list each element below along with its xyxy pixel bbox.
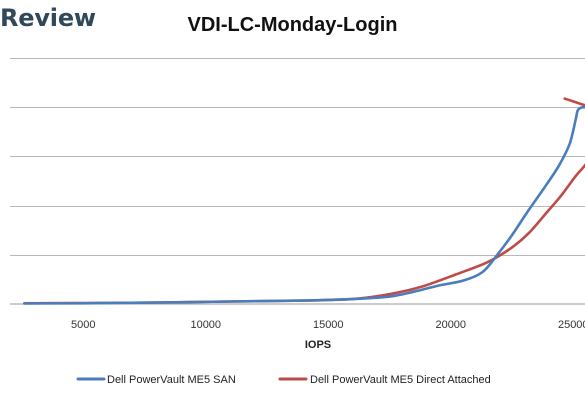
series-line-direct-attached [23,163,585,305]
x-axis-label: IOPS [305,339,331,351]
x-tick-label: 20000 [435,319,466,331]
x-tick-label: 25000 [558,319,585,331]
x-tick-label: 15000 [313,319,344,331]
series-lines [23,97,585,305]
legend-label: Dell PowerVault ME5 Direct Attached [310,374,491,386]
series-line-san [23,105,585,305]
legend: Dell PowerVault ME5 SAN Dell PowerVault M… [76,374,491,386]
x-tick-label: 5000 [71,319,95,331]
legend-label: Dell PowerVault ME5 SAN [107,374,236,386]
brand-logo-text: Review [0,4,96,32]
gridlines [10,58,585,256]
series-line-direct-attached [563,97,585,107]
chart-title: VDI-LC-Monday-Login [187,14,398,36]
x-tick-label: 10000 [190,319,221,331]
x-tick-labels: 5000 10000 15000 20000 25000 [71,319,585,331]
